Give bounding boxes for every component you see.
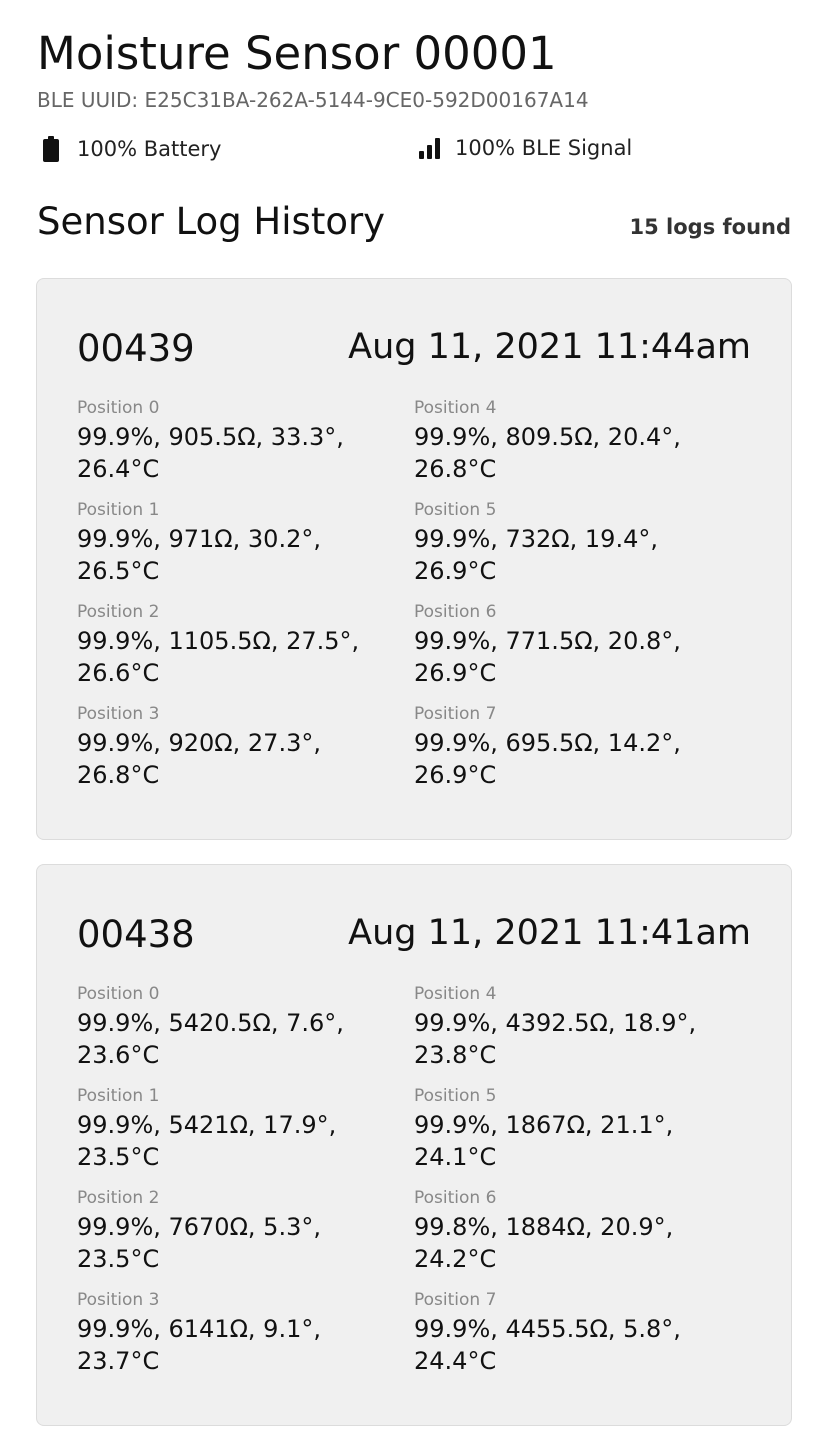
position-item: Position 6 99.9%, 771.5Ω, 20.8°, 26.9°C [414, 601, 751, 703]
position-label: Position 6 [414, 1188, 497, 1208]
log-count: 15 logs found [629, 215, 792, 239]
position-item: Position 6 99.8%, 1884Ω, 20.9°, 24.2°C [414, 1187, 751, 1289]
log-history-header: Sensor Log History 15 logs found [37, 198, 791, 248]
position-value: 99.9%, 809.5Ω, 20.4°, 26.8°C [414, 423, 681, 483]
position-label: Position 3 [77, 704, 160, 724]
position-label: Position 7 [414, 704, 497, 724]
position-item: Position 1 99.9%, 971Ω, 30.2°, 26.5°C [77, 499, 414, 601]
position-label: Position 2 [77, 602, 160, 622]
position-label: Position 0 [77, 984, 160, 1004]
position-item: Position 0 99.9%, 5420.5Ω, 7.6°, 23.6°C [77, 983, 414, 1085]
position-label: Position 6 [414, 602, 497, 622]
position-grid: Position 0 99.9%, 5420.5Ω, 7.6°, 23.6°C … [77, 983, 753, 1391]
position-value: 99.9%, 1105.5Ω, 27.5°, 26.6°C [77, 627, 360, 687]
position-value: 99.9%, 5420.5Ω, 7.6°, 23.6°C [77, 1009, 344, 1069]
signal-label: 100% BLE Signal [455, 136, 633, 160]
position-item: Position 7 99.9%, 4455.5Ω, 5.8°, 24.4°C [414, 1289, 751, 1391]
position-item: Position 2 99.9%, 1105.5Ω, 27.5°, 26.6°C [77, 601, 414, 703]
position-label: Position 1 [77, 1086, 160, 1106]
position-item: Position 5 99.9%, 1867Ω, 21.1°, 24.1°C [414, 1085, 751, 1187]
position-value: 99.9%, 732Ω, 19.4°, 26.9°C [414, 525, 658, 585]
position-value: 99.8%, 1884Ω, 20.9°, 24.2°C [414, 1213, 674, 1273]
log-timestamp: Aug 11, 2021 11:41am [348, 913, 751, 953]
position-label: Position 2 [77, 1188, 160, 1208]
position-value: 99.9%, 1867Ω, 21.1°, 24.1°C [414, 1111, 674, 1171]
position-value: 99.9%, 5421Ω, 17.9°, 23.5°C [77, 1111, 337, 1171]
position-value: 99.9%, 971Ω, 30.2°, 26.5°C [77, 525, 321, 585]
position-item: Position 4 99.9%, 809.5Ω, 20.4°, 26.8°C [414, 397, 751, 499]
position-item: Position 2 99.9%, 7670Ω, 5.3°, 23.5°C [77, 1187, 414, 1289]
log-list: 00439 Aug 11, 2021 11:44am Position 0 99… [36, 278, 792, 1450]
battery-status: 100% Battery [43, 136, 221, 162]
position-item: Position 5 99.9%, 732Ω, 19.4°, 26.9°C [414, 499, 751, 601]
log-timestamp: Aug 11, 2021 11:44am [348, 327, 751, 367]
position-value: 99.9%, 7670Ω, 5.3°, 23.5°C [77, 1213, 321, 1273]
position-label: Position 5 [414, 500, 497, 520]
position-value: 99.9%, 695.5Ω, 14.2°, 26.9°C [414, 729, 681, 789]
position-item: Position 1 99.9%, 5421Ω, 17.9°, 23.5°C [77, 1085, 414, 1187]
position-item: Position 3 99.9%, 6141Ω, 9.1°, 23.7°C [77, 1289, 414, 1391]
position-label: Position 4 [414, 984, 497, 1004]
signal-status: 100% BLE Signal [419, 136, 632, 160]
position-grid: Position 0 99.9%, 905.5Ω, 33.3°, 26.4°C … [77, 397, 753, 805]
device-title: Moisture Sensor 00001 [37, 27, 557, 80]
position-item: Position 3 99.9%, 920Ω, 27.3°, 26.8°C [77, 703, 414, 805]
position-value: 99.9%, 4392.5Ω, 18.9°, 23.8°C [414, 1009, 697, 1069]
battery-label: 100% Battery [77, 137, 222, 161]
device-uuid: BLE UUID: E25C31BA-262A-5144-9CE0-592D00… [37, 88, 589, 112]
log-id: 00439 [77, 327, 195, 370]
position-item: Position 7 99.9%, 695.5Ω, 14.2°, 26.9°C [414, 703, 751, 805]
log-card[interactable]: 00438 Aug 11, 2021 11:41am Position 0 99… [36, 864, 792, 1426]
device-header: Moisture Sensor 00001 BLE UUID: E25C31BA… [37, 27, 791, 113]
position-label: Position 7 [414, 1290, 497, 1310]
signal-bars-icon [419, 137, 441, 159]
log-history-title: Sensor Log History [37, 200, 386, 243]
position-label: Position 3 [77, 1290, 160, 1310]
position-value: 99.9%, 920Ω, 27.3°, 26.8°C [77, 729, 321, 789]
position-item: Position 4 99.9%, 4392.5Ω, 18.9°, 23.8°C [414, 983, 751, 1085]
position-label: Position 1 [77, 500, 160, 520]
position-value: 99.9%, 771.5Ω, 20.8°, 26.9°C [414, 627, 681, 687]
position-value: 99.9%, 6141Ω, 9.1°, 23.7°C [77, 1315, 321, 1375]
position-value: 99.9%, 905.5Ω, 33.3°, 26.4°C [77, 423, 344, 483]
position-label: Position 4 [414, 398, 497, 418]
battery-full-icon [43, 136, 59, 162]
position-item: Position 0 99.9%, 905.5Ω, 33.3°, 26.4°C [77, 397, 414, 499]
status-row: 100% Battery 100% BLE Signal [37, 136, 791, 168]
log-id: 00438 [77, 913, 195, 956]
position-label: Position 0 [77, 398, 160, 418]
position-label: Position 5 [414, 1086, 497, 1106]
log-card[interactable]: 00439 Aug 11, 2021 11:44am Position 0 99… [36, 278, 792, 840]
position-value: 99.9%, 4455.5Ω, 5.8°, 24.4°C [414, 1315, 681, 1375]
